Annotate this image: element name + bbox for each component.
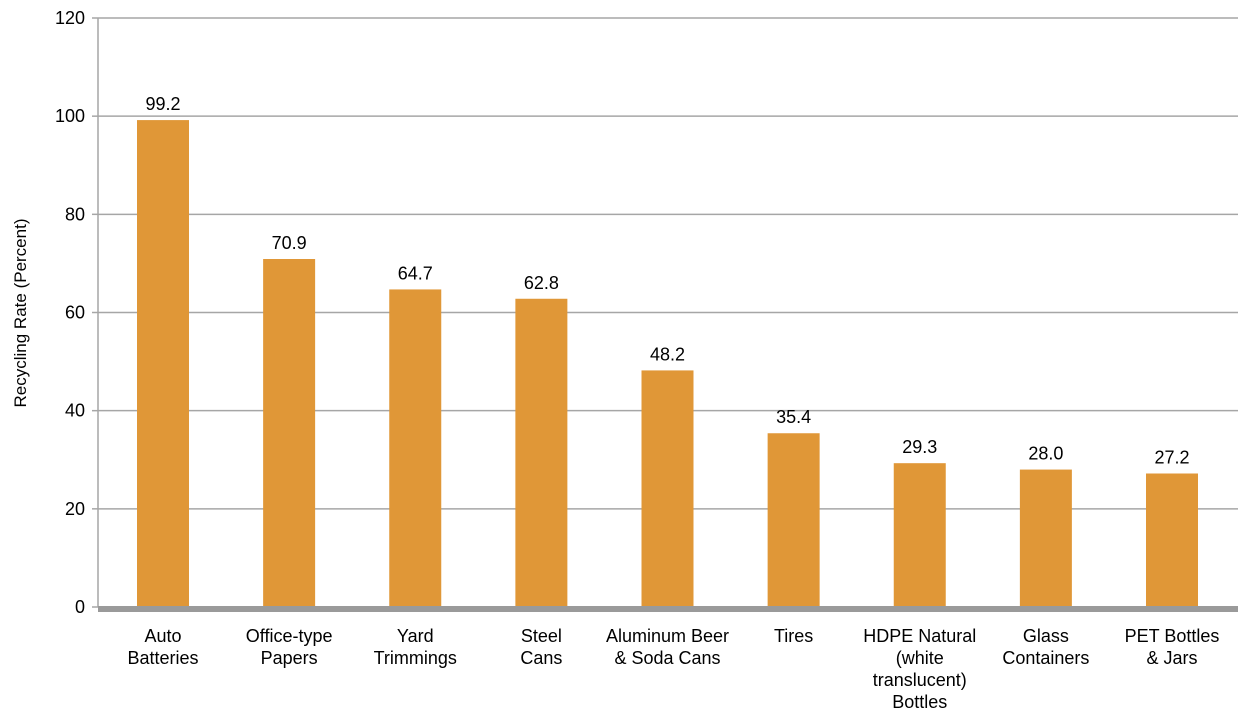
x-category-label: Auto Batteries bbox=[127, 626, 198, 668]
bar-value-label: 35.4 bbox=[776, 407, 811, 427]
bar bbox=[1146, 473, 1198, 607]
x-category-label: Aluminum Beer & Soda Cans bbox=[606, 626, 729, 668]
x-category-label-line: & Jars bbox=[1146, 648, 1197, 668]
bar bbox=[767, 433, 820, 607]
x-category-label-line: Papers bbox=[261, 648, 318, 668]
x-category-label-line: Steel bbox=[521, 626, 562, 646]
x-category-label: Office-type Papers bbox=[246, 626, 333, 668]
bar-value-label: 64.7 bbox=[398, 263, 433, 283]
y-tick-label: 0 bbox=[75, 597, 85, 617]
value-labels: 99.2 70.9 64.7 62.8 48.2 35.4 29.3 28.0 27.2 bbox=[145, 94, 1189, 467]
bar-value-label: 70.9 bbox=[272, 233, 307, 253]
bar-value-label: 27.2 bbox=[1154, 447, 1189, 467]
x-category-label: Glass Containers bbox=[1002, 626, 1089, 668]
bar-value-label: 29.3 bbox=[902, 437, 937, 457]
bars bbox=[98, 120, 1238, 612]
x-axis-categories: Auto Batteries Office-type Papers Yard Trimmi… bbox=[127, 626, 1219, 712]
x-category-label-line: Yard bbox=[397, 626, 434, 646]
x-category-label: Tires bbox=[774, 626, 813, 646]
y-tick-label: 80 bbox=[65, 204, 85, 224]
bar bbox=[389, 289, 442, 607]
y-tick-label: 100 bbox=[55, 106, 85, 126]
x-category-label: PET Bottles & Jars bbox=[1125, 626, 1220, 668]
y-axis-ticks: 0 20 40 60 80 100 120 bbox=[55, 8, 85, 617]
bar bbox=[1019, 469, 1072, 607]
bar bbox=[893, 463, 946, 607]
x-category-label-line: Aluminum Beer bbox=[606, 626, 729, 646]
bar bbox=[263, 258, 316, 607]
x-category-label: HDPE Natural (white translucent) Bottles bbox=[863, 626, 976, 712]
x-category-label-line: translucent) bbox=[873, 670, 967, 690]
x-category-label-line: Glass bbox=[1023, 626, 1069, 646]
y-axis-title: Recycling Rate (Percent) bbox=[11, 219, 30, 408]
x-category-label-line: PET Bottles bbox=[1125, 626, 1220, 646]
bar-value-label: 28.0 bbox=[1028, 444, 1063, 464]
bar-value-label: 48.2 bbox=[650, 344, 685, 364]
bar bbox=[515, 298, 568, 607]
x-category-label-line: HDPE Natural bbox=[863, 626, 976, 646]
y-tick-label: 60 bbox=[65, 303, 85, 323]
bar bbox=[137, 120, 189, 608]
y-tick-label: 20 bbox=[65, 499, 85, 519]
x-category-label-line: Batteries bbox=[127, 648, 198, 668]
x-category-label-line: Trimmings bbox=[374, 648, 457, 668]
x-category-label-line: Tires bbox=[774, 626, 813, 646]
x-category-label-line: & Soda Cans bbox=[614, 648, 720, 668]
x-category-label-line: Bottles bbox=[892, 692, 947, 712]
bar-value-label: 62.8 bbox=[524, 273, 559, 293]
x-category-label: Yard Trimmings bbox=[374, 626, 457, 668]
bar-value-label: 99.2 bbox=[145, 94, 180, 114]
x-category-label-line: Containers bbox=[1002, 648, 1089, 668]
x-category-label-line: Cans bbox=[520, 648, 562, 668]
y-tick-label: 40 bbox=[65, 401, 85, 421]
x-category-label-line: Office-type bbox=[246, 626, 333, 646]
x-category-label-line: Auto bbox=[144, 626, 181, 646]
y-tick-label: 120 bbox=[55, 8, 85, 28]
x-category-label-line: (white bbox=[896, 648, 944, 668]
x-axis-baseline bbox=[98, 606, 1238, 612]
x-category-label: Steel Cans bbox=[520, 626, 562, 668]
bar bbox=[641, 370, 694, 607]
